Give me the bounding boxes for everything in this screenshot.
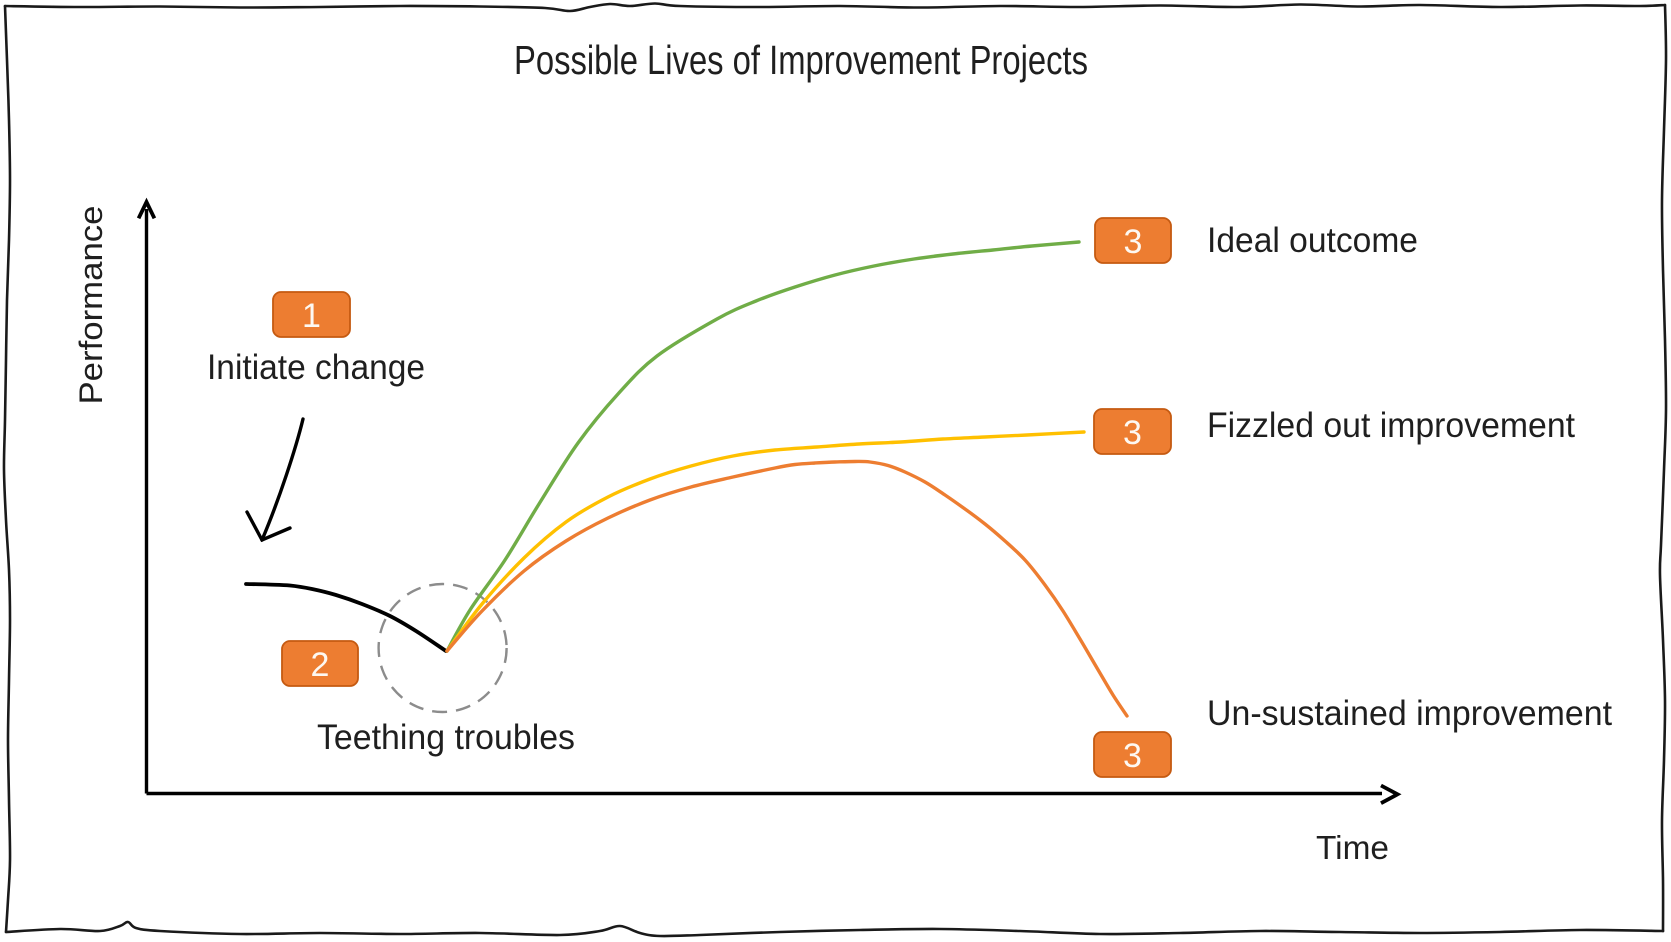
svg-text:Initiate change: Initiate change — [207, 348, 425, 387]
svg-text:Possible Lives of Improvement: Possible Lives of Improvement Projects — [514, 37, 1088, 83]
svg-text:Ideal outcome: Ideal outcome — [1207, 221, 1418, 260]
svg-text:3: 3 — [1123, 414, 1142, 452]
svg-text:Performance: Performance — [73, 206, 109, 405]
svg-text:Teething troubles: Teething troubles — [317, 718, 575, 757]
svg-text:3: 3 — [1124, 223, 1143, 261]
svg-text:Time: Time — [1316, 829, 1389, 866]
svg-text:3: 3 — [1123, 737, 1142, 775]
svg-text:2: 2 — [311, 646, 330, 684]
svg-text:Fizzled out improvement: Fizzled out improvement — [1207, 406, 1575, 445]
svg-text:1: 1 — [302, 297, 321, 335]
svg-text:Un-sustained improvement: Un-sustained improvement — [1207, 694, 1612, 733]
